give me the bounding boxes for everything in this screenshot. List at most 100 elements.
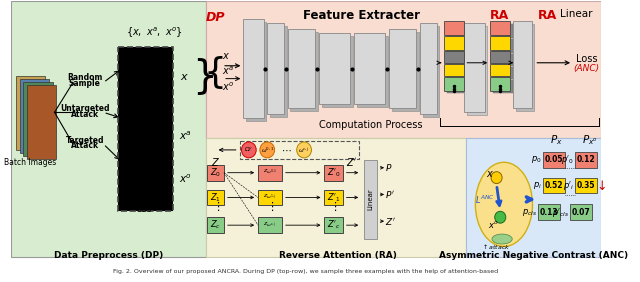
- Text: $P_{x^o}$: $P_{x^o}$: [582, 133, 598, 147]
- Text: $p_0$: $p_0$: [531, 154, 541, 165]
- Bar: [27, 85, 56, 159]
- Bar: [447, 80, 467, 93]
- Text: $p'_0$: $p'_0$: [561, 153, 574, 166]
- Bar: [493, 39, 513, 53]
- Text: Attack: Attack: [71, 110, 99, 119]
- Bar: [324, 217, 343, 233]
- Text: $p'_{cls}$: $p'_{cls}$: [552, 206, 570, 219]
- Text: $z_{\omega^{c,j}}$: $z_{\omega^{c,j}}$: [264, 221, 276, 230]
- Bar: [575, 152, 597, 168]
- Bar: [142, 61, 159, 71]
- Text: $x^o$: $x^o$: [179, 172, 192, 185]
- Bar: [356, 36, 388, 107]
- Bar: [444, 21, 465, 35]
- Text: 0.13: 0.13: [540, 208, 558, 217]
- Text: $x$: $x$: [486, 169, 494, 179]
- Bar: [364, 160, 377, 239]
- Text: $\vdots$: $\vdots$: [330, 200, 338, 213]
- Text: Targeted: Targeted: [66, 136, 104, 144]
- Bar: [23, 81, 52, 156]
- Bar: [123, 114, 165, 158]
- Text: $\cdots$: $\cdots$: [281, 145, 292, 155]
- Bar: [239, 141, 359, 159]
- Bar: [467, 26, 487, 115]
- Bar: [243, 19, 264, 118]
- Text: $\vdots$: $\vdots$: [266, 200, 274, 213]
- Bar: [207, 190, 224, 205]
- Text: $\{x,\ x^a,\ x^o\}$: $\{x,\ x^a,\ x^o\}$: [125, 26, 182, 40]
- Bar: [513, 21, 532, 108]
- Bar: [121, 155, 167, 202]
- Text: $x^o$: $x^o$: [488, 219, 499, 230]
- Bar: [207, 1, 600, 138]
- Bar: [246, 22, 266, 121]
- Text: Loss: Loss: [576, 54, 598, 64]
- Bar: [270, 26, 287, 117]
- Text: $Z_c$: $Z_c$: [210, 219, 221, 232]
- Bar: [392, 32, 419, 111]
- Bar: [321, 36, 353, 107]
- Bar: [543, 178, 564, 193]
- Bar: [420, 23, 436, 114]
- Text: $Z'$: $Z'$: [346, 156, 358, 168]
- Bar: [490, 36, 510, 50]
- Text: Feature Extracter: Feature Extracter: [303, 9, 420, 22]
- Bar: [490, 64, 510, 76]
- Text: $Z'_0$: $Z'_0$: [326, 166, 340, 179]
- Circle shape: [260, 142, 275, 158]
- Text: $x^a$: $x^a$: [222, 65, 234, 77]
- Text: DP: DP: [206, 11, 225, 24]
- Bar: [123, 55, 165, 98]
- Bar: [258, 217, 282, 233]
- Text: Batch Images: Batch Images: [4, 158, 57, 167]
- Bar: [465, 23, 484, 112]
- Bar: [423, 26, 440, 117]
- Text: $\downarrow$: $\downarrow$: [595, 179, 607, 193]
- Bar: [121, 112, 167, 160]
- Circle shape: [297, 142, 312, 158]
- Bar: [493, 24, 513, 38]
- Ellipse shape: [492, 234, 512, 244]
- Bar: [444, 77, 465, 91]
- Bar: [444, 64, 465, 76]
- Text: $Z'_c$: $Z'_c$: [326, 219, 340, 232]
- Bar: [354, 33, 385, 104]
- Text: $\Omega^y$: $\Omega^y$: [244, 146, 253, 154]
- Bar: [123, 157, 165, 201]
- Text: Asymmetric Negative Contrast (ANC): Asymmetric Negative Contrast (ANC): [439, 251, 628, 260]
- Text: Data Preprocess (DP): Data Preprocess (DP): [54, 251, 163, 260]
- Text: $x$: $x$: [222, 51, 230, 61]
- Bar: [16, 76, 45, 150]
- Bar: [490, 21, 510, 35]
- Bar: [493, 54, 513, 66]
- Text: 0.07: 0.07: [572, 208, 591, 217]
- Bar: [447, 54, 467, 66]
- Bar: [447, 67, 467, 79]
- Circle shape: [241, 142, 256, 158]
- Bar: [124, 59, 164, 85]
- Bar: [207, 138, 466, 257]
- Text: 0.12: 0.12: [577, 155, 595, 164]
- Text: 0.05: 0.05: [545, 155, 563, 164]
- Bar: [291, 32, 318, 111]
- Text: $P$: $P$: [385, 162, 392, 173]
- Ellipse shape: [476, 162, 532, 246]
- Bar: [490, 77, 510, 91]
- Bar: [20, 79, 49, 153]
- Bar: [125, 61, 142, 71]
- Bar: [118, 47, 173, 211]
- Text: RA: RA: [538, 9, 557, 22]
- Text: $\{$: $\{$: [203, 54, 223, 91]
- Bar: [447, 24, 467, 38]
- Text: Attack: Attack: [71, 142, 99, 151]
- Bar: [444, 51, 465, 63]
- Bar: [258, 165, 282, 180]
- Text: $P'$: $P'$: [385, 189, 395, 200]
- Text: $Z$: $Z$: [211, 156, 220, 168]
- Bar: [207, 217, 224, 233]
- Text: $x^a$: $x^a$: [179, 130, 192, 142]
- Bar: [324, 165, 343, 180]
- Text: $z_{\omega^{0,1}}$: $z_{\omega^{0,1}}$: [263, 168, 277, 177]
- Text: Random: Random: [67, 73, 102, 82]
- Text: $Z'$: $Z'$: [385, 216, 396, 227]
